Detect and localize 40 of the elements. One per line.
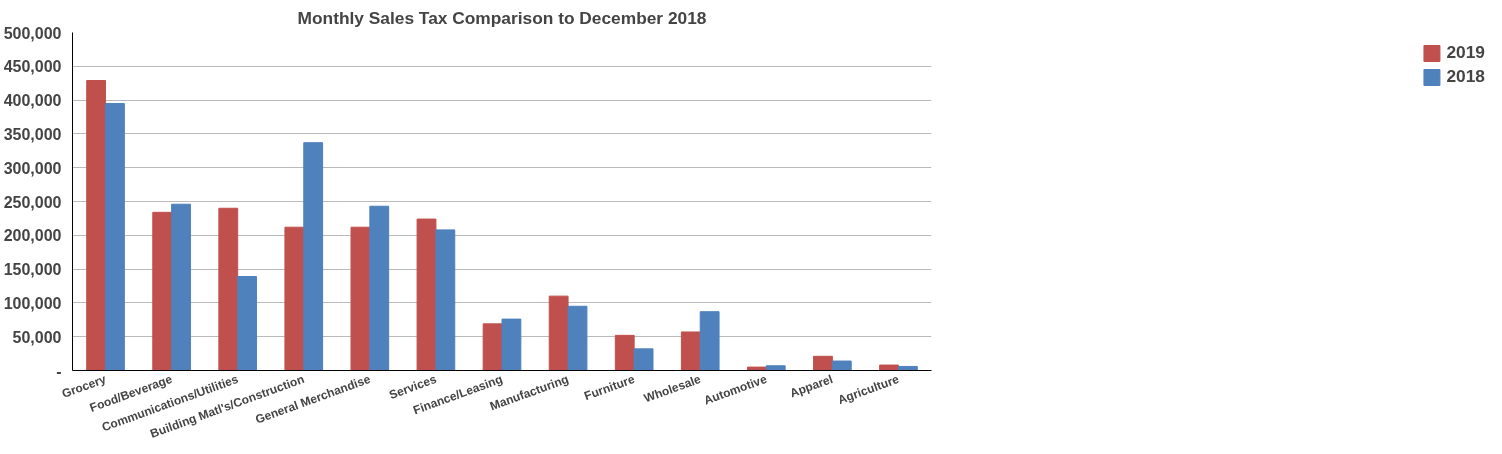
y-tick-label: 500,000 (3, 24, 62, 42)
bar (435, 229, 456, 371)
y-tick-label: 250,000 (3, 193, 62, 211)
bar (237, 276, 258, 371)
bar (548, 295, 569, 371)
bar (765, 365, 786, 371)
bar (416, 218, 437, 371)
bar (699, 311, 720, 371)
bar (152, 211, 173, 371)
bar (614, 334, 635, 371)
chart-title: Monthly Sales Tax Comparison to December 2018 (297, 7, 707, 28)
bar (831, 360, 852, 371)
y-tick-label: - (56, 362, 62, 380)
bar (284, 226, 305, 371)
y-tick-label: 300,000 (3, 159, 62, 177)
bar (86, 80, 107, 371)
y-tick-label: 200,000 (3, 227, 62, 245)
bar (879, 364, 899, 371)
bar (171, 203, 191, 371)
bar (567, 305, 588, 371)
y-tick-label: 100,000 (3, 294, 62, 312)
bar (813, 355, 833, 371)
y-tick-label: 50,000 (12, 328, 62, 346)
y-tick-label: 150,000 (3, 261, 62, 279)
legend-label: 2018 (1446, 66, 1485, 87)
y-tick-label: 350,000 (3, 125, 62, 143)
legend-label: 2019 (1446, 42, 1485, 63)
bar (501, 318, 522, 371)
bar (218, 207, 239, 371)
y-tick-label: 450,000 (3, 58, 62, 76)
bar (897, 365, 918, 371)
bar (105, 102, 125, 371)
bar (303, 142, 324, 371)
bar (350, 226, 371, 371)
bar (680, 331, 701, 371)
bar (633, 348, 654, 371)
bar (746, 366, 767, 371)
y-tick-label: 400,000 (3, 92, 62, 110)
bar (369, 205, 390, 371)
bar (482, 323, 503, 371)
